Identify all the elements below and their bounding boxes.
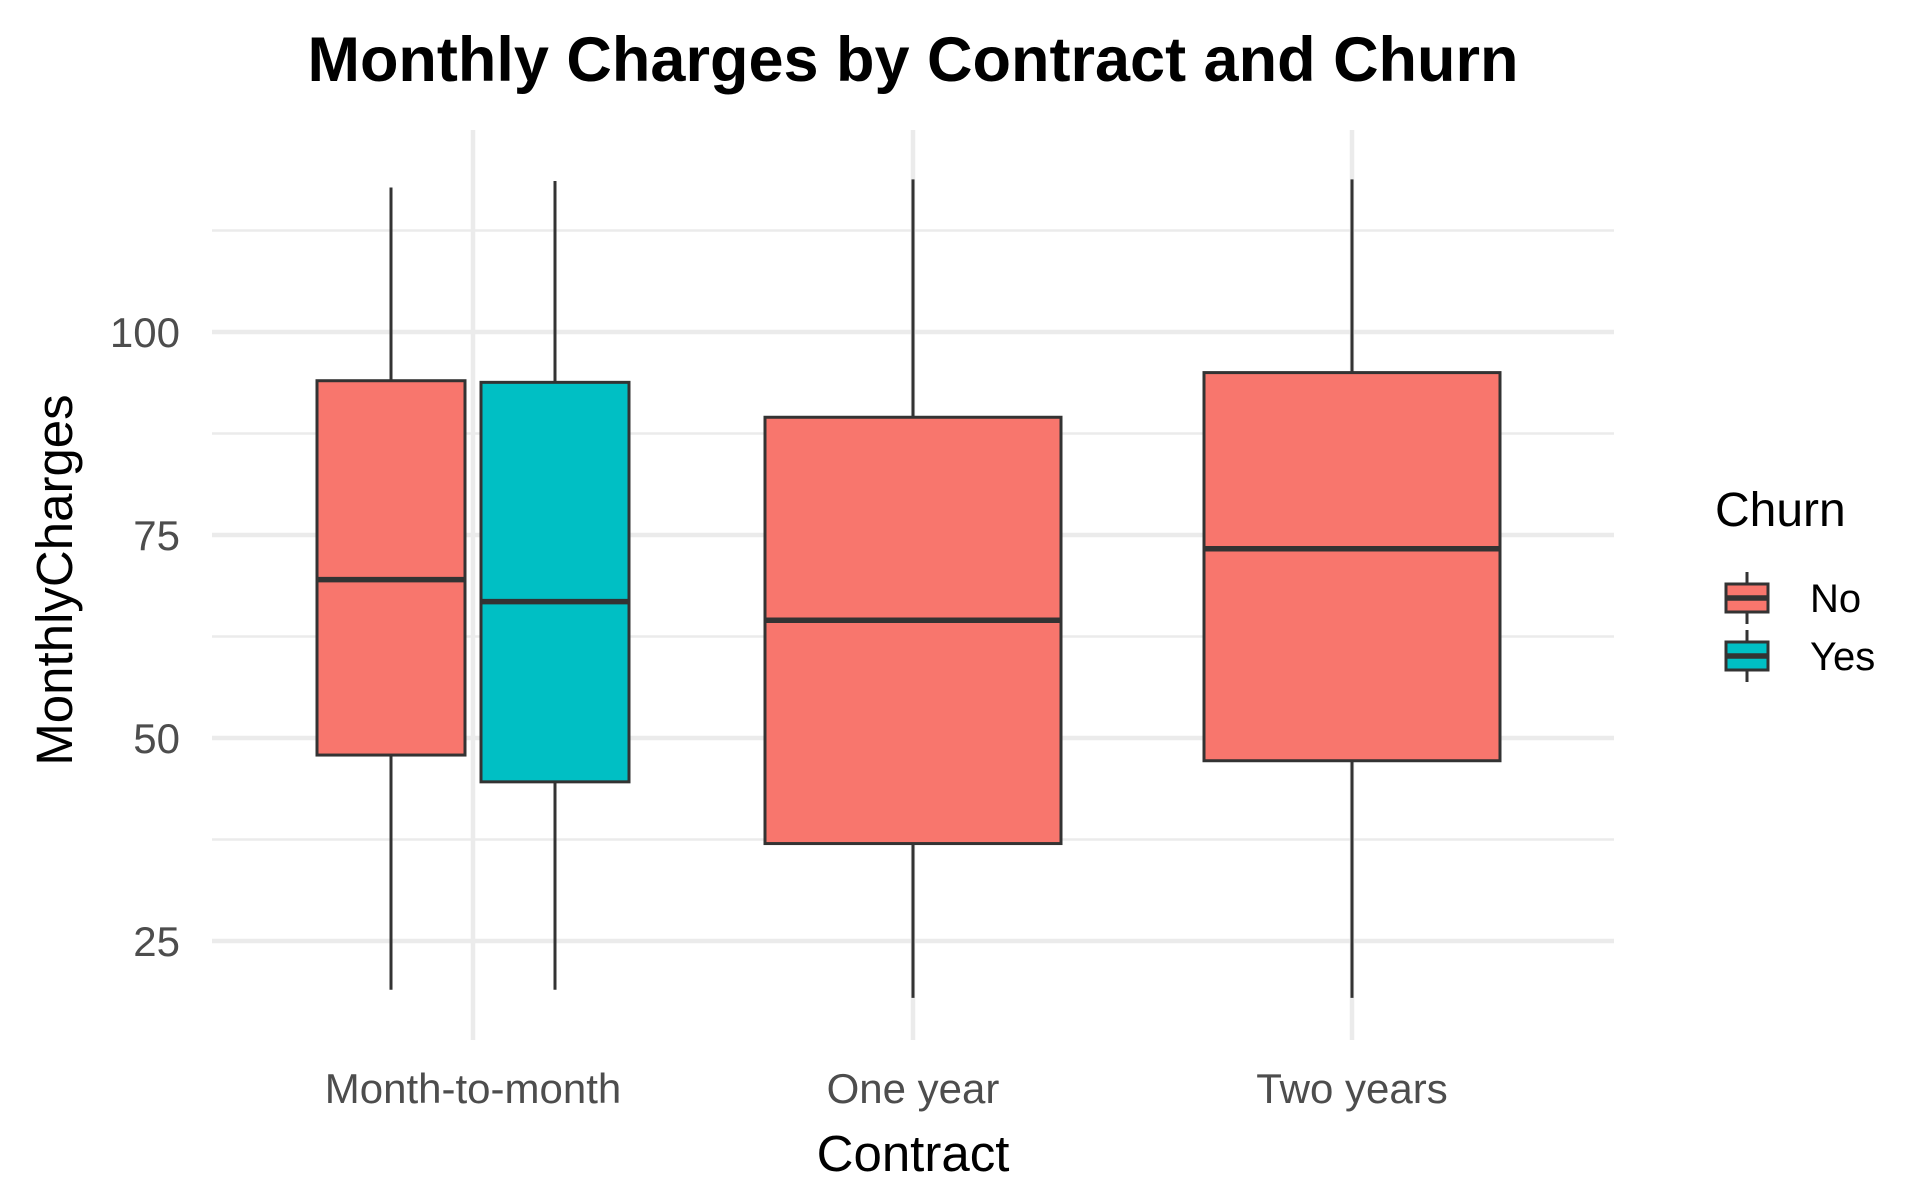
legend-item-yes: Yes (1724, 630, 1875, 682)
y-tick-label: 25 (133, 918, 180, 965)
box-layer (315, 179, 1502, 998)
box-body (763, 415, 1063, 846)
y-axis-title: MonthlyCharges (26, 394, 83, 765)
box-month-to-month-yes (479, 180, 631, 990)
y-tick-label: 75 (133, 512, 180, 559)
x-tick-label: One year (827, 1065, 1000, 1112)
box-two-years-no (1202, 179, 1502, 998)
legend: Churn No Yes (1715, 484, 1875, 682)
legend-label: Yes (1810, 635, 1875, 679)
box-body (479, 380, 631, 784)
x-tick-label: Month-to-month (325, 1065, 621, 1112)
box-body (315, 379, 467, 757)
axis-layer: 25 50 75 100 Month-to-month One year Two years (110, 309, 1448, 1112)
x-tick-label: Two years (1256, 1065, 1447, 1112)
legend-item-no: No (1724, 572, 1861, 624)
box-body (1202, 371, 1502, 763)
y-tick-label: 50 (133, 715, 180, 762)
y-tick-label: 100 (110, 309, 180, 356)
x-axis-title: Contract (817, 1125, 1010, 1182)
box-one-year-no (763, 179, 1063, 998)
box-month-to-month-no (315, 187, 467, 990)
legend-label: No (1810, 577, 1861, 621)
legend-title: Churn (1715, 484, 1846, 537)
chart-title: Monthly Charges by Contract and Churn (307, 25, 1518, 95)
